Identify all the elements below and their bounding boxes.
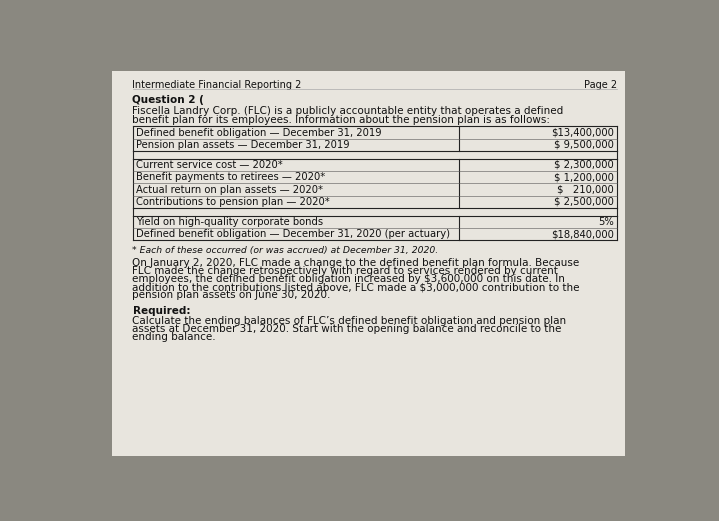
Text: Calculate the ending balances of FLC’s defined benefit obligation and pension pl: Calculate the ending balances of FLC’s d…: [132, 316, 567, 326]
Text: FLC made the change retrospectively with regard to services rendered by current: FLC made the change retrospectively with…: [132, 266, 559, 276]
Text: $ 2,500,000: $ 2,500,000: [554, 197, 614, 207]
Text: employees, the defined benefit obligation increased by $3,600,000 on this date. : employees, the defined benefit obligatio…: [132, 274, 565, 284]
Text: $18,840,000: $18,840,000: [551, 229, 614, 239]
Text: $ 1,200,000: $ 1,200,000: [554, 172, 614, 182]
Text: Defined benefit obligation — December 31, 2020 (per actuary): Defined benefit obligation — December 31…: [136, 229, 449, 239]
Text: Fiscella Landry Corp. (FLC) is a publicly accountable entity that operates a def: Fiscella Landry Corp. (FLC) is a publicl…: [132, 106, 564, 116]
Text: pension plan assets on June 30, 2020.: pension plan assets on June 30, 2020.: [132, 290, 331, 301]
Text: benefit plan for its employees. Information about the pension plan is as follows: benefit plan for its employees. Informat…: [132, 115, 551, 125]
Text: $ 9,500,000: $ 9,500,000: [554, 140, 614, 150]
Text: Defined benefit obligation — December 31, 2019: Defined benefit obligation — December 31…: [136, 128, 381, 138]
Text: Question 2 (: Question 2 (: [132, 95, 204, 105]
Text: Current service cost — 2020*: Current service cost — 2020*: [136, 160, 283, 170]
Text: Required:: Required:: [132, 306, 190, 316]
Text: 5%: 5%: [598, 217, 614, 227]
Text: addition to the contributions listed above, FLC made a $3,000,000 contribution t: addition to the contributions listed abo…: [132, 282, 580, 292]
Text: Contributions to pension plan — 2020*: Contributions to pension plan — 2020*: [136, 197, 329, 207]
Text: Yield on high-quality corporate bonds: Yield on high-quality corporate bonds: [136, 217, 323, 227]
Text: $   210,000: $ 210,000: [557, 184, 614, 194]
Text: Actual return on plan assets — 2020*: Actual return on plan assets — 2020*: [136, 184, 323, 194]
Text: $ 2,300,000: $ 2,300,000: [554, 160, 614, 170]
Text: assets at December 31, 2020. Start with the opening balance and reconcile to the: assets at December 31, 2020. Start with …: [132, 324, 562, 334]
Text: Intermediate Financial Reporting 2: Intermediate Financial Reporting 2: [132, 80, 302, 90]
Text: ending balance.: ending balance.: [132, 332, 216, 342]
Text: On January 2, 2020, FLC made a change to the defined benefit plan formula. Becau: On January 2, 2020, FLC made a change to…: [132, 258, 580, 268]
Text: * Each of these occurred (or was accrued) at December 31, 2020.: * Each of these occurred (or was accrued…: [132, 246, 439, 255]
Text: Page 2: Page 2: [584, 80, 617, 90]
Text: $13,400,000: $13,400,000: [551, 128, 614, 138]
Text: Pension plan assets — December 31, 2019: Pension plan assets — December 31, 2019: [136, 140, 349, 150]
Text: Benefit payments to retirees — 2020*: Benefit payments to retirees — 2020*: [136, 172, 325, 182]
